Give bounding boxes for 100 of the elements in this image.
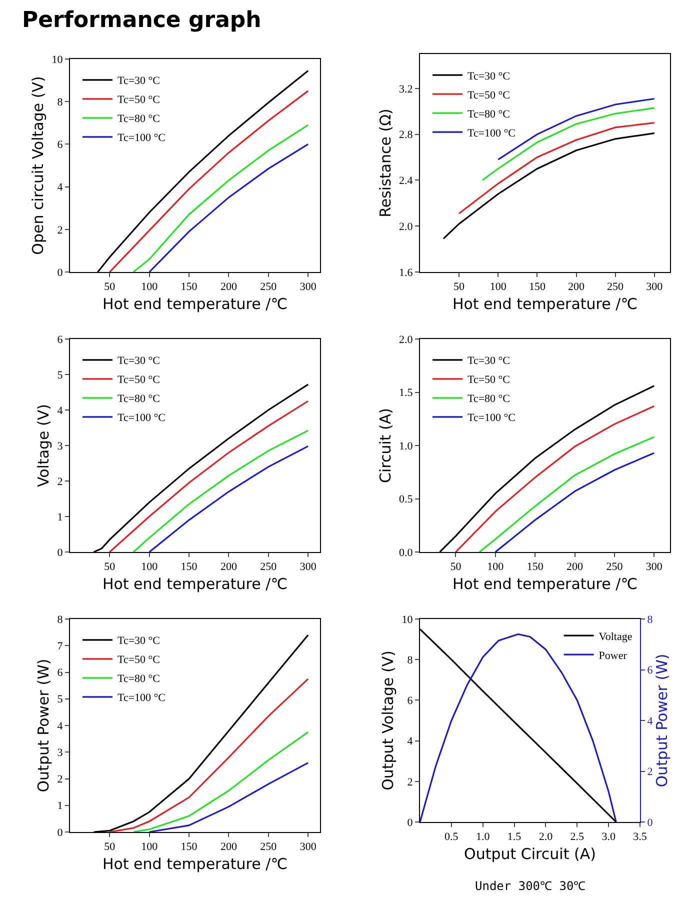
x-tick-label: 50: [104, 841, 116, 854]
x-tick-label: 200: [220, 841, 238, 854]
x-tick-label: 0.5: [444, 831, 459, 844]
y-tick-label: 2.0: [399, 220, 414, 233]
x-tick-label: 100: [487, 561, 504, 574]
y-tick-label: 6: [57, 139, 64, 152]
legend-label: Tc=50 °C: [468, 89, 510, 102]
x-tick-label: 100: [141, 841, 158, 854]
y2-axis-title: Output Power (W): [653, 654, 672, 788]
y-tick-label: 3: [57, 440, 64, 452]
x-tick-label: 250: [260, 561, 278, 574]
x-tick-label: 3.0: [602, 831, 616, 844]
y-tick-label: 8: [57, 96, 64, 108]
legend-label: Tc=100 °C: [468, 412, 516, 424]
y-tick-label: 4: [407, 736, 414, 748]
y2-tick-label: 0: [647, 816, 654, 829]
x-tick-label: 100: [490, 281, 507, 294]
x-tick-label: 300: [300, 281, 317, 294]
y-tick-label: 0: [57, 266, 64, 279]
x-tick-label: 1.0: [476, 831, 490, 844]
x-tick-label: 150: [526, 561, 544, 574]
x-tick-label: 50: [104, 281, 116, 294]
y-tick-label: 0.0: [399, 546, 414, 559]
x-tick-label: 300: [646, 561, 663, 574]
legend-label: Tc=80 °C: [468, 393, 510, 406]
y-tick-label: 5: [57, 694, 64, 706]
x-tick-label: 200: [566, 561, 584, 574]
legend-label: Tc=100 °C: [468, 127, 516, 140]
y-tick-label: 0: [57, 826, 64, 839]
y-axis-title: Output Power (W): [34, 658, 53, 792]
x-tick-label: 150: [180, 281, 198, 294]
x-axis-title: Output Circuit (A): [464, 845, 596, 864]
legend-label: Tc=50 °C: [468, 374, 510, 386]
x-tick-label: 250: [260, 281, 278, 294]
x-tick-label: 100: [141, 561, 158, 574]
y2-tick-label: 8: [647, 614, 654, 626]
x-tick-label: 250: [607, 281, 624, 294]
y-tick-label: 10: [52, 54, 64, 66]
legend-label: Tc=30 °C: [468, 355, 510, 368]
y-tick-label: 7: [57, 640, 64, 652]
y2-tick-label: 6: [647, 664, 654, 677]
y-axis-title: Resistance (Ω): [376, 108, 394, 218]
x-tick-label: 200: [220, 561, 238, 574]
y-tick-label: 1.0: [399, 440, 414, 452]
y-tick-label: 1: [57, 800, 63, 812]
legend-label: Voltage: [598, 630, 632, 643]
y-axis-title: Open circuit Voltage (V): [29, 76, 48, 255]
y-tick-label: 8: [57, 614, 64, 626]
x-axis-title: Hot end temperature /℃: [452, 575, 638, 594]
x-tick-label: 200: [220, 281, 238, 294]
y2-tick-label: 4: [647, 715, 654, 728]
x-tick-label: 300: [300, 841, 317, 854]
legend-label: Tc=30 °C: [118, 355, 160, 368]
x-tick-label: 250: [260, 841, 278, 854]
y-tick-label: 4: [57, 720, 64, 732]
x-tick-label: 250: [606, 561, 624, 574]
y-tick-label: 2: [407, 776, 413, 788]
y-tick-label: 3: [57, 746, 64, 759]
legend-label: Tc=50 °C: [118, 654, 160, 666]
y-tick-label: 2.4: [399, 175, 414, 188]
legend-label: Tc=100 °C: [118, 692, 166, 704]
legend-label: Tc=30 °C: [118, 635, 160, 648]
text: Under 300℃ 30℃: [475, 879, 586, 893]
x-tick-label: 2.5: [570, 831, 585, 844]
y-tick-label: 2: [57, 774, 63, 786]
y-tick-label: 0.5: [399, 494, 414, 506]
x-tick-label: 2.0: [538, 831, 554, 844]
x-tick-label: 200: [568, 281, 585, 294]
legend-label: Tc=80 °C: [118, 673, 160, 686]
x-tick-label: 50: [450, 561, 462, 574]
y-tick-label: 0: [407, 816, 414, 829]
x-tick-label: 300: [300, 561, 317, 574]
y-tick-label: 6: [57, 334, 64, 346]
x-tick-label: 150: [528, 281, 546, 294]
y-tick-label: 6: [407, 695, 414, 708]
y-axis-title: Circuit (A): [376, 408, 394, 484]
y-tick-label: 0: [57, 546, 64, 559]
y-tick-label: 2: [57, 224, 63, 236]
legend-label: Power: [598, 650, 628, 662]
y-tick-label: 8: [407, 654, 414, 666]
y-tick-label: 5: [57, 369, 64, 382]
y-tick-label: 3.2: [399, 83, 413, 96]
x-axis-title: Hot end temperature /℃: [452, 295, 638, 314]
y-axis-title: Voltage (V): [34, 404, 53, 487]
y-axis-title: Output Voltage (V): [379, 650, 398, 790]
y-tick-label: 6: [57, 667, 64, 680]
x-axis-title: Hot end temperature /℃: [102, 855, 288, 874]
y2-tick-label: 2: [647, 766, 653, 778]
y-tick-label: 1: [57, 511, 63, 524]
x-tick-label: 50: [454, 281, 466, 294]
legend-label: Tc=30 °C: [468, 70, 510, 82]
legend-label: Tc=100 °C: [118, 412, 166, 424]
chart-title: Performance graph: [21, 7, 262, 35]
x-axis-title: Hot end temperature /℃: [102, 575, 288, 594]
legend-label: Tc=80 °C: [468, 108, 510, 120]
x-tick-label: 50: [104, 561, 116, 574]
y-tick-label: 2: [57, 476, 63, 488]
legend-label: Tc=80 °C: [118, 393, 160, 406]
x-axis-title: Hot end temperature /℃: [102, 295, 288, 314]
y-tick-label: 1.5: [399, 387, 414, 400]
